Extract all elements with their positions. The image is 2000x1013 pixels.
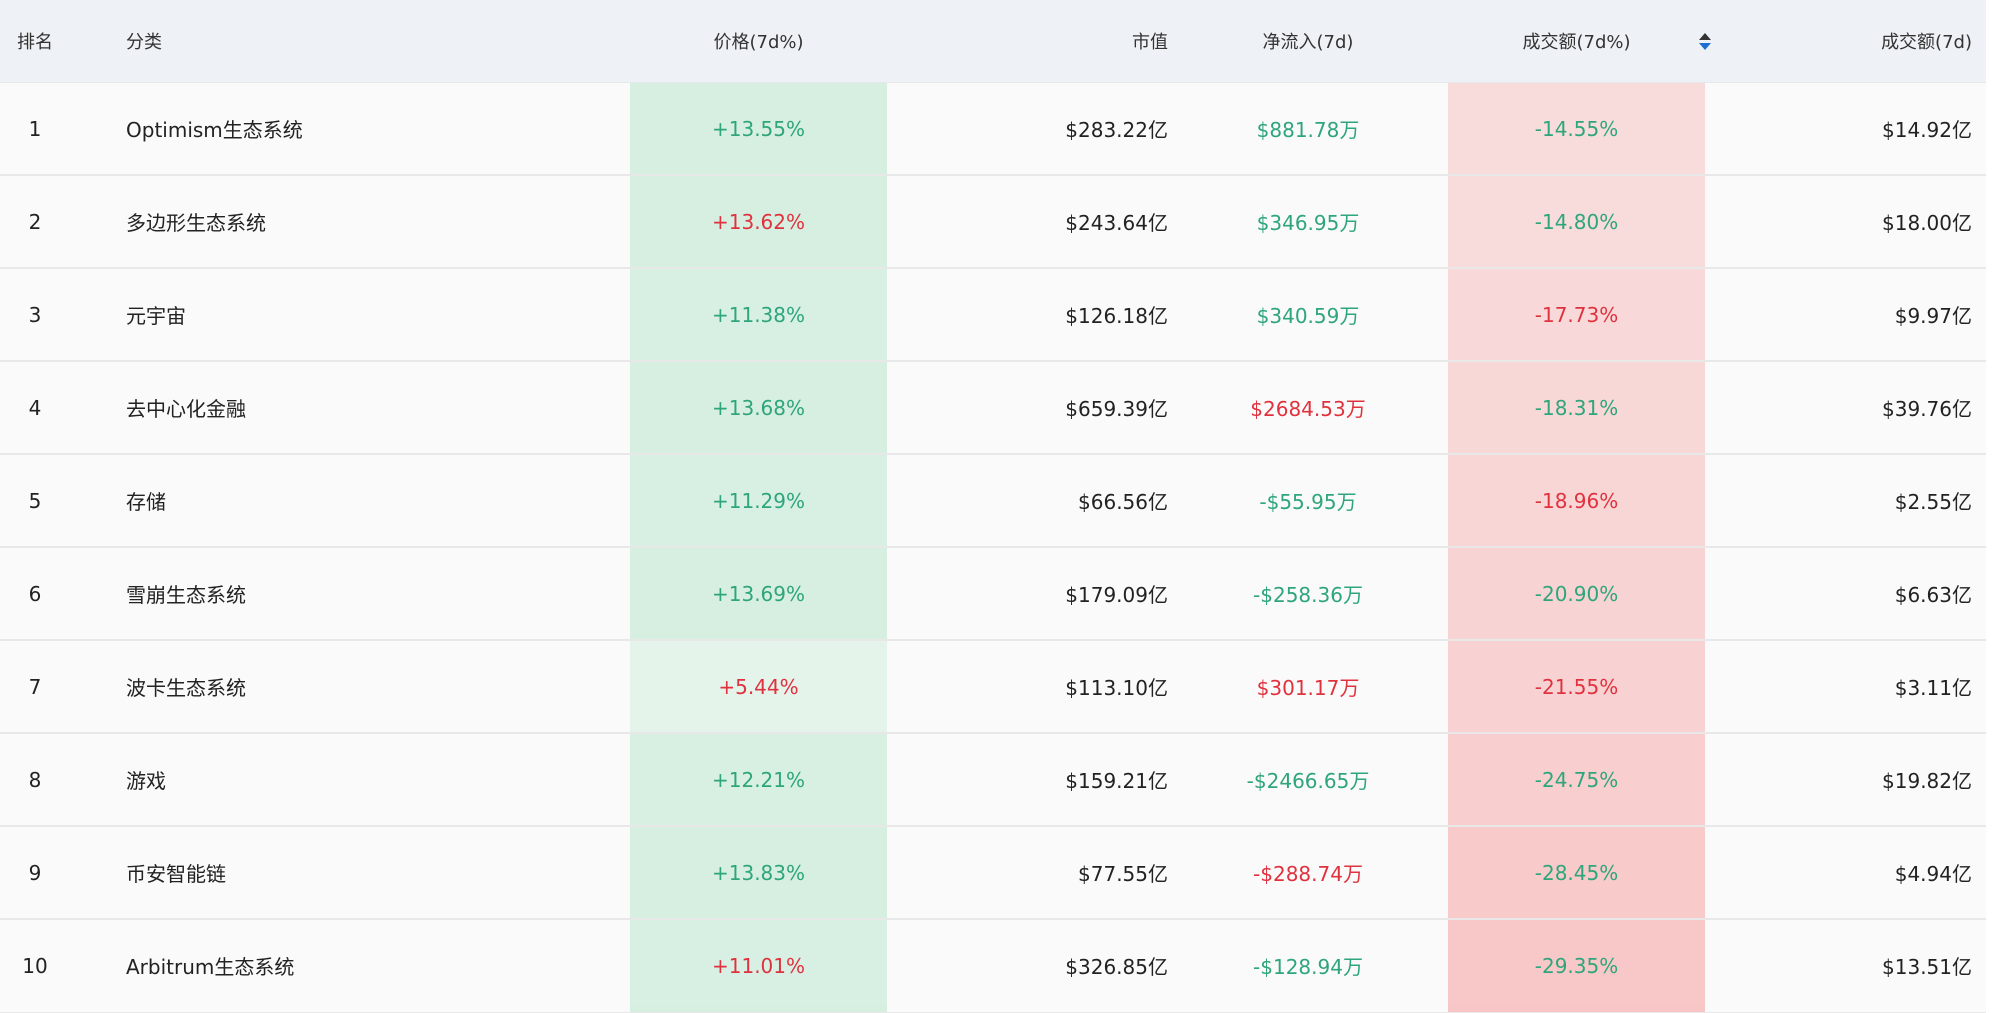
sort-icon[interactable] bbox=[1692, 0, 1718, 82]
market-cap-cell: $113.10亿 bbox=[1065, 676, 1168, 700]
market-cap-cell: $283.22亿 bbox=[1065, 118, 1168, 142]
price-change-cell: +11.01% bbox=[630, 920, 887, 1011]
net-inflow-cell: $881.78万 bbox=[1256, 118, 1360, 142]
net-inflow-cell: -$55.95万 bbox=[1259, 490, 1357, 514]
rank-cell: 10 bbox=[22, 953, 48, 978]
rank-cell: 3 bbox=[28, 302, 42, 327]
table-row[interactable]: 1 Optimism生态系统 +13.55% $283.22亿 $881.78万 -14.… bbox=[0, 83, 1986, 176]
category-cell: 游戏 bbox=[126, 769, 166, 793]
rank-cell: 4 bbox=[28, 395, 42, 420]
volume-cell: $39.76亿 bbox=[1882, 397, 1972, 421]
table-row[interactable]: 3 元宇宙 +11.38% $126.18亿 $340.59万 -17.73% $9.97亿 bbox=[0, 269, 1986, 362]
table-row[interactable]: 4 去中心化金融 +13.68% $659.39亿 $2684.53万 -18.31% $3… bbox=[0, 362, 1986, 455]
volume-cell: $18.00亿 bbox=[1882, 211, 1972, 235]
category-cell: 去中心化金融 bbox=[126, 397, 246, 421]
price-change-cell: +13.62% bbox=[630, 176, 887, 267]
table-row[interactable]: 6 雪崩生态系统 +13.69% $179.09亿 -$258.36万 -20.90% $6… bbox=[0, 548, 1986, 641]
rank-cell: 7 bbox=[28, 674, 42, 699]
category-cell: 存储 bbox=[126, 490, 166, 514]
market-cap-cell: $179.09亿 bbox=[1065, 583, 1168, 607]
net-inflow-cell: $2684.53万 bbox=[1250, 397, 1366, 421]
market-cap-cell: $159.21亿 bbox=[1065, 769, 1168, 793]
category-cell: 币安智能链 bbox=[126, 862, 226, 886]
market-cap-cell: $77.55亿 bbox=[1078, 862, 1168, 886]
header-market-cap[interactable]: 市值 bbox=[1132, 32, 1168, 53]
volume-change-cell: -14.55% bbox=[1448, 83, 1705, 174]
price-change-cell: +5.44% bbox=[630, 641, 887, 732]
header-volume-pct[interactable]: 成交额(7d%) bbox=[1522, 32, 1631, 53]
price-change-cell: +13.69% bbox=[630, 548, 887, 639]
volume-cell: $6.63亿 bbox=[1894, 583, 1972, 607]
price-change-cell: +13.55% bbox=[630, 83, 887, 174]
table-row[interactable]: 8 游戏 +12.21% $159.21亿 -$2466.65万 -24.75% $19.8… bbox=[0, 734, 1986, 827]
price-change-cell: +13.83% bbox=[630, 827, 887, 918]
header-category[interactable]: 分类 bbox=[126, 32, 162, 53]
volume-change-cell: -18.31% bbox=[1448, 362, 1705, 453]
category-cell: Arbitrum生态系统 bbox=[126, 955, 295, 979]
volume-change-cell: -17.73% bbox=[1448, 269, 1705, 360]
volume-change-cell: -14.80% bbox=[1448, 176, 1705, 267]
volume-change-cell: -21.55% bbox=[1448, 641, 1705, 732]
volume-change-cell: -28.45% bbox=[1448, 827, 1705, 918]
category-cell: 元宇宙 bbox=[126, 304, 186, 328]
volume-cell: $14.92亿 bbox=[1882, 118, 1972, 142]
rank-cell: 1 bbox=[28, 116, 42, 141]
header-rank[interactable]: 排名 bbox=[17, 32, 53, 53]
volume-change-cell: -18.96% bbox=[1448, 455, 1705, 546]
market-cap-cell: $126.18亿 bbox=[1065, 304, 1168, 328]
volume-cell: $2.55亿 bbox=[1894, 490, 1972, 514]
volume-change-cell: -29.35% bbox=[1448, 920, 1705, 1011]
table-row[interactable]: 5 存储 +11.29% $66.56亿 -$55.95万 -18.96% $2.55亿 bbox=[0, 455, 1986, 548]
rank-cell: 8 bbox=[28, 767, 42, 792]
volume-change-cell: -20.90% bbox=[1448, 548, 1705, 639]
header-price[interactable]: 价格(7d%) bbox=[713, 32, 804, 53]
table-header: 排名 分类 价格(7d%) 市值 净流入(7d) 成交额(7d%) 成交额(7d… bbox=[0, 0, 1986, 83]
volume-cell: $4.94亿 bbox=[1894, 862, 1972, 886]
price-change-cell: +13.68% bbox=[630, 362, 887, 453]
market-cap-cell: $326.85亿 bbox=[1065, 955, 1168, 979]
volume-cell: $13.51亿 bbox=[1882, 955, 1972, 979]
header-net-inflow[interactable]: 净流入(7d) bbox=[1262, 32, 1354, 53]
net-inflow-cell: -$128.94万 bbox=[1253, 955, 1363, 979]
net-inflow-cell: $301.17万 bbox=[1256, 676, 1360, 700]
market-cap-cell: $66.56亿 bbox=[1078, 490, 1168, 514]
market-cap-cell: $243.64亿 bbox=[1065, 211, 1168, 235]
volume-change-cell: -24.75% bbox=[1448, 734, 1705, 825]
category-cell: 波卡生态系统 bbox=[126, 676, 246, 700]
table-row[interactable]: 7 波卡生态系统 +5.44% $113.10亿 $301.17万 -21.55% $3.1… bbox=[0, 641, 1986, 734]
rank-cell: 2 bbox=[28, 209, 42, 234]
price-change-cell: +11.29% bbox=[630, 455, 887, 546]
market-cap-cell: $659.39亿 bbox=[1065, 397, 1168, 421]
rank-cell: 6 bbox=[28, 581, 42, 606]
volume-cell: $9.97亿 bbox=[1894, 304, 1972, 328]
net-inflow-cell: -$2466.65万 bbox=[1246, 769, 1370, 793]
price-change-cell: +11.38% bbox=[630, 269, 887, 360]
category-cell: 多边形生态系统 bbox=[126, 211, 266, 235]
net-inflow-cell: -$288.74万 bbox=[1253, 862, 1363, 886]
next-row-partial bbox=[0, 1005, 1986, 1012]
price-change-cell: +12.21% bbox=[630, 734, 887, 825]
rank-cell: 5 bbox=[28, 488, 42, 513]
net-inflow-cell: -$258.36万 bbox=[1253, 583, 1363, 607]
table-row[interactable]: 2 多边形生态系统 +13.62% $243.64亿 $346.95万 -14.80% $1… bbox=[0, 176, 1986, 269]
rank-cell: 9 bbox=[28, 860, 42, 885]
table-row[interactable]: 9 币安智能链 +13.83% $77.55亿 -$288.74万 -28.45% $4.9… bbox=[0, 827, 1986, 920]
net-inflow-cell: $346.95万 bbox=[1256, 211, 1360, 235]
volume-cell: $19.82亿 bbox=[1882, 769, 1972, 793]
category-cell: 雪崩生态系统 bbox=[126, 583, 246, 607]
category-cell: Optimism生态系统 bbox=[126, 118, 303, 142]
volume-cell: $3.11亿 bbox=[1894, 676, 1972, 700]
net-inflow-cell: $340.59万 bbox=[1256, 304, 1360, 328]
table-row[interactable]: 10 Arbitrum生态系统 +11.01% $326.85亿 -$128.94万 -2… bbox=[0, 920, 1986, 1013]
header-volume[interactable]: 成交额(7d) bbox=[1881, 32, 1972, 53]
